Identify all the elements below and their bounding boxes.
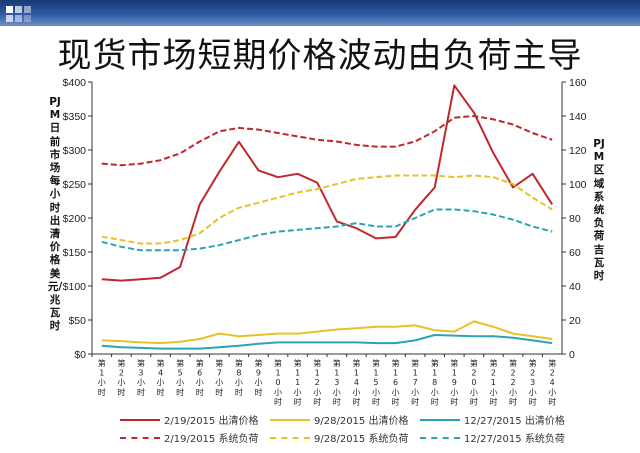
x-tick-label: 第 1 5 小时 (372, 358, 380, 406)
series-line-0 (101, 84, 554, 282)
x-tick-label: 第 1 9 小时 (450, 358, 458, 406)
left-axis-label: PJM日前市场每小时出清价格美元/兆瓦时 (47, 96, 63, 333)
legend-item: 12/27/2015 出清价格 (420, 412, 565, 427)
x-tick-label: 第 4 小时 (157, 358, 165, 397)
right-tick-label: 80 (569, 213, 581, 225)
legend-item: 2/19/2015 出清价格 (120, 412, 258, 427)
x-tick-label: 第 2 3 小时 (529, 358, 537, 406)
x-tick-label: 第 1 1 小时 (294, 358, 302, 406)
x-tick-label: 第 1 小时 (98, 358, 106, 397)
legend-item: 9/28/2015 系统负荷 (270, 430, 408, 445)
x-tick-label: 第 5 小时 (176, 358, 184, 397)
legend-swatch (270, 436, 310, 439)
x-tick-label: 第 1 7 小时 (411, 358, 419, 406)
x-tick-label: 第 2 0 小时 (470, 358, 478, 406)
right-tick-label: 0 (569, 349, 575, 361)
x-tick-label: 第 6 小时 (196, 358, 204, 397)
series-line-2 (101, 334, 553, 350)
legend-swatch (420, 418, 460, 421)
legend-label: 12/27/2015 出清价格 (464, 416, 565, 427)
x-tick-label: 第 7 小时 (215, 358, 223, 397)
legend-swatch (420, 436, 460, 439)
right-tick-label: 40 (569, 281, 581, 293)
right-tick-label: 20 (569, 315, 581, 327)
x-tick-label: 第 2 2 小时 (509, 358, 517, 406)
left-tick-label: $400 (63, 77, 87, 89)
x-tick-label: 第 1 0 小时 (274, 358, 282, 406)
series-line-5 (101, 208, 553, 252)
legend-swatch (120, 436, 160, 439)
left-tick-label: $250 (63, 179, 87, 191)
x-tick-label: 第 2 1 小时 (489, 358, 497, 406)
right-tick-label: 140 (569, 111, 587, 123)
x-tick-label: 第 8 小时 (235, 358, 243, 397)
x-tick-label: 第 9 小时 (254, 358, 262, 397)
series-line-4 (101, 174, 553, 245)
x-tick-label: 第 1 4 小时 (352, 358, 360, 406)
left-tick-label: $50 (68, 315, 86, 327)
left-tick-label: $350 (63, 111, 87, 123)
x-tick-label: 第 1 6 小时 (392, 358, 400, 406)
x-tick-label: 第 3 小时 (137, 358, 145, 397)
legend-item: 9/28/2015 出清价格 (270, 412, 408, 427)
legend-label: 9/28/2015 出清价格 (314, 416, 409, 427)
header-band (0, 0, 640, 26)
legend-item: 2/19/2015 系统负荷 (120, 430, 258, 445)
x-tick-label: 第 2 小时 (117, 358, 125, 397)
right-tick-label: 160 (569, 77, 587, 89)
series-line-3 (101, 115, 553, 167)
legend-label: 2/19/2015 系统负荷 (164, 434, 259, 445)
right-tick-label: 100 (569, 179, 587, 191)
x-tick-label: 第 1 8 小时 (431, 358, 439, 406)
slide-title: 现货市场短期价格波动由负荷主导 (57, 36, 583, 76)
legend-label: 12/27/2015 系统负荷 (464, 434, 565, 445)
x-tick-label: 第 1 3 小时 (333, 358, 341, 406)
left-tick-label: $150 (63, 247, 87, 259)
legend-swatch (270, 418, 310, 421)
x-tick-label: 第 1 2 小时 (313, 358, 321, 406)
logo-squares-icon (6, 6, 31, 22)
legend-item: 12/27/2015 系统负荷 (420, 430, 565, 445)
right-tick-label: 120 (569, 145, 587, 157)
right-axis-label: PJM区域系统负荷吉瓦时 (593, 138, 605, 283)
left-tick-label: $100 (63, 281, 87, 293)
x-tick-label: 第 2 4 小时 (548, 358, 556, 406)
legend-swatch (120, 418, 160, 421)
legend-label: 2/19/2015 出清价格 (164, 416, 259, 427)
left-tick-label: $300 (63, 145, 87, 157)
left-tick-label: $200 (63, 213, 87, 225)
right-tick-label: 60 (569, 247, 581, 259)
left-tick-label: $0 (74, 349, 86, 361)
legend-label: 9/28/2015 系统负荷 (314, 434, 409, 445)
series-line-1 (101, 320, 553, 345)
